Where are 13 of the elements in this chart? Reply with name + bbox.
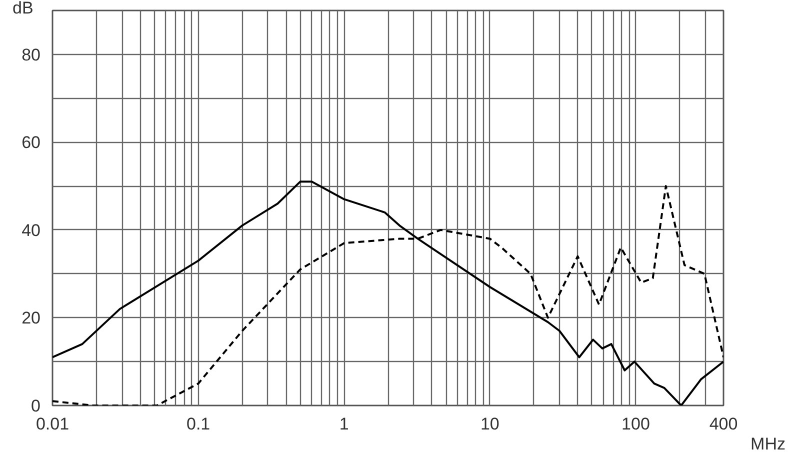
x-tick-label: 1 — [339, 414, 349, 434]
y-tick-label: 20 — [22, 308, 41, 328]
x-tick-label: 100 — [622, 414, 650, 434]
x-axis-title: MHz — [750, 434, 786, 454]
y-tick-label: 0 — [31, 396, 41, 416]
x-tick-label: 0.01 — [36, 414, 70, 434]
x-tick-label: 0.1 — [186, 414, 210, 434]
y-tick-label: 60 — [22, 133, 41, 152]
y-tick-label: 80 — [22, 45, 41, 64]
x-tick-label: 400 — [709, 414, 738, 434]
x-tick-label: 10 — [480, 414, 500, 434]
y-axis-title: dB — [12, 0, 34, 18]
y-tick-label: 40 — [22, 220, 41, 240]
